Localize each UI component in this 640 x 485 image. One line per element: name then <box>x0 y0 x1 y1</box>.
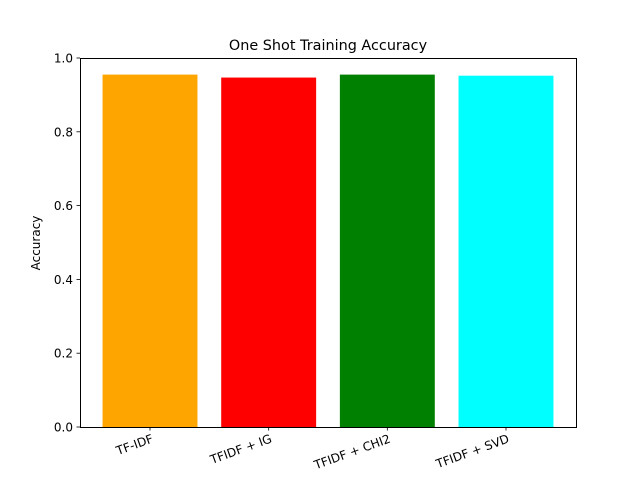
y-tick-label: 0.6 <box>54 199 73 213</box>
y-axis-label: Accuracy <box>29 216 43 271</box>
y-tick-label: 0.0 <box>54 421 73 435</box>
bar-2 <box>339 74 435 427</box>
y-tick-label: 1.0 <box>54 52 73 66</box>
bar-0 <box>102 74 198 427</box>
y-tick-label: 0.8 <box>54 125 73 139</box>
y-tick-label: 0.2 <box>54 347 73 361</box>
y-tick-label: 0.4 <box>54 273 73 287</box>
plot-frame <box>80 58 577 428</box>
bar-3 <box>458 75 554 427</box>
y-axis-ticks: 0.0 0.2 0.4 0.6 0.8 1.0 <box>54 52 80 435</box>
bars-group <box>102 74 554 427</box>
chart-title: One Shot Training Accuracy <box>229 38 428 54</box>
bar-1 <box>221 77 317 427</box>
